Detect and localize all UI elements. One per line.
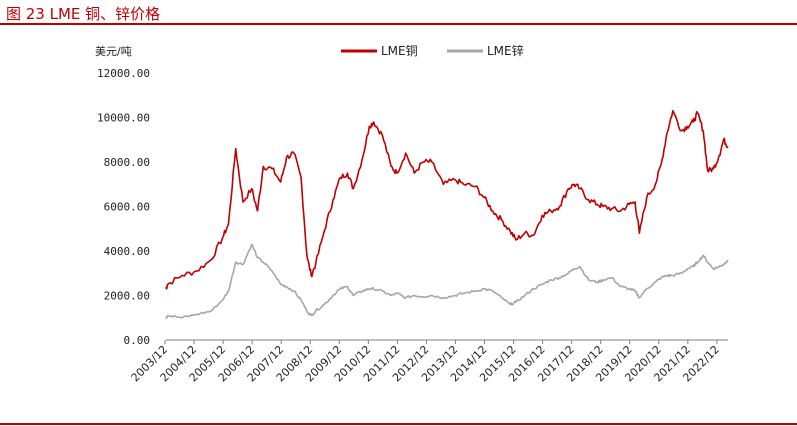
- y-tick-label: 0.00: [124, 334, 151, 347]
- bottom-rule: [0, 423, 797, 425]
- legend-label: LME锌: [487, 44, 524, 58]
- series-layer: [165, 110, 729, 319]
- y-tick-label: 4000.00: [104, 245, 150, 258]
- chart-legend: LME铜 LME锌: [341, 43, 524, 58]
- title-rule: [0, 23, 797, 25]
- figure-title: 图 23 LME 铜、锌价格: [6, 5, 161, 23]
- y-tick-label: 10000.00: [97, 112, 150, 125]
- y-tick-label: 8000.00: [104, 156, 150, 169]
- y-tick-label: 2000.00: [104, 290, 150, 303]
- y-tick-label: 6000.00: [104, 201, 150, 214]
- y-axis-unit: 美元/吨: [95, 45, 132, 58]
- x-axis-ticks: 2003/122004/122005/122006/122007/122008/…: [129, 340, 722, 384]
- series-line-zinc: [165, 243, 729, 319]
- y-tick-label: 12000.00: [97, 67, 150, 80]
- y-axis-ticks: 0.00 2000.00 4000.00 6000.00 8000.00 10000.00…: [97, 67, 150, 347]
- legend-label: LME铜: [381, 43, 418, 58]
- series-line-copper: [165, 110, 729, 290]
